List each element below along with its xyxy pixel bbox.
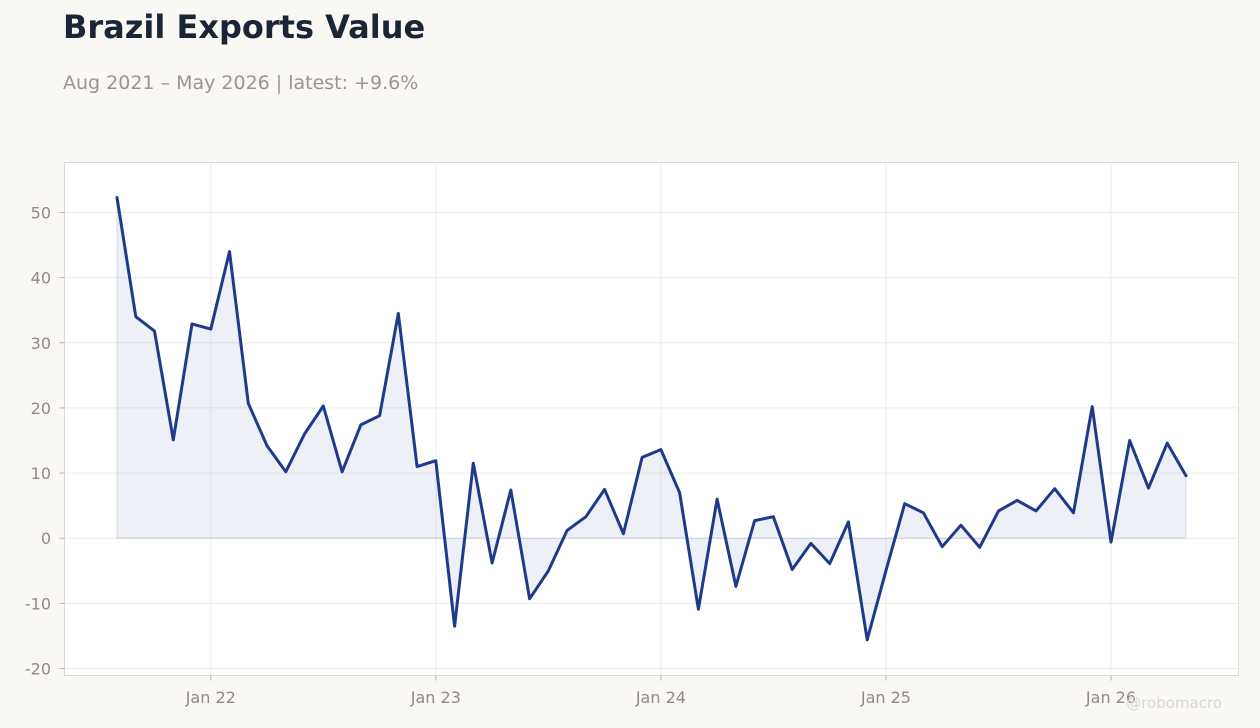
y-axis: -20 -10 0 10 20 30 40 50 <box>25 204 65 679</box>
x-tick-label: Jan 25 <box>860 688 911 707</box>
y-tick-label: 30 <box>31 334 51 353</box>
chart-title: Brazil Exports Value <box>63 8 426 46</box>
y-tick-label: 50 <box>31 204 51 223</box>
y-tick-label: -20 <box>25 660 51 679</box>
series-group <box>115 196 1188 642</box>
grid-lines <box>64 162 1239 676</box>
y-tick-label: 20 <box>31 399 51 418</box>
x-tick-label: Jan 26 <box>1085 688 1136 707</box>
y-tick-label: 0 <box>41 529 51 548</box>
x-tick-label: Jan 23 <box>410 688 461 707</box>
watermark: @robomacro <box>1126 694 1222 712</box>
x-tick-label: Jan 24 <box>635 688 686 707</box>
x-axis: Jan 22 Jan 23 Jan 24 Jan 25 Jan 26 <box>185 675 1136 707</box>
y-tick-label: 40 <box>31 269 51 288</box>
x-tick-label: Jan 22 <box>185 688 236 707</box>
plot-area <box>64 162 1239 676</box>
chart-subtitle: Aug 2021 – May 2026 | latest: +9.6% <box>63 72 419 94</box>
y-tick-label: -10 <box>25 594 51 613</box>
series-line <box>115 196 1188 642</box>
y-tick-label: 10 <box>31 464 51 483</box>
